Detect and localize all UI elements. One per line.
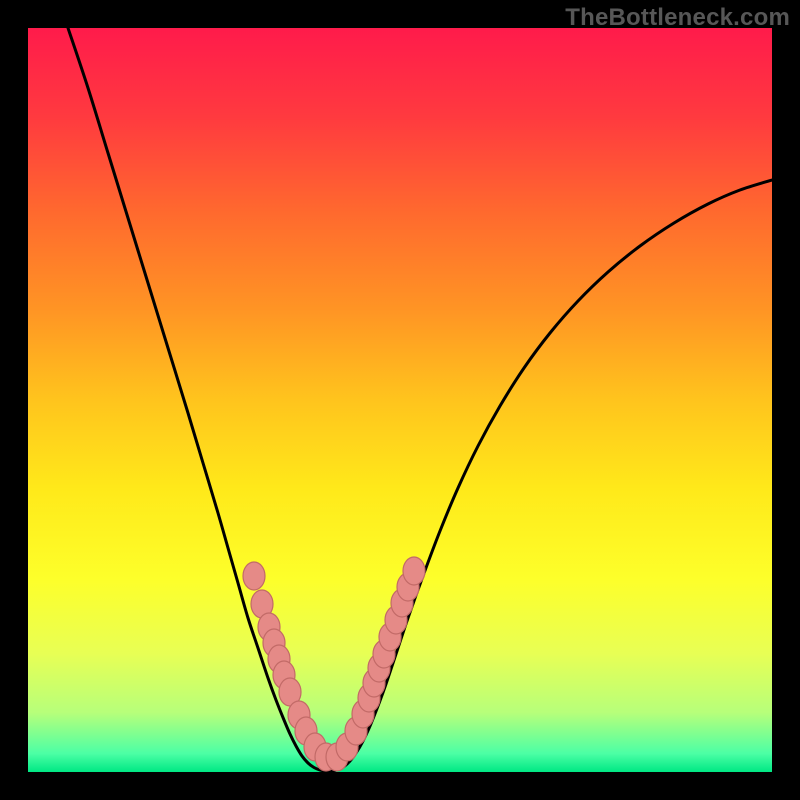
watermark-text: TheBottleneck.com: [565, 4, 790, 32]
gradient-background: [28, 28, 772, 772]
chart-frame: TheBottleneck.com: [0, 0, 800, 800]
marker-point: [243, 562, 265, 590]
marker-point: [403, 557, 425, 585]
bottleneck-chart: [28, 28, 772, 772]
